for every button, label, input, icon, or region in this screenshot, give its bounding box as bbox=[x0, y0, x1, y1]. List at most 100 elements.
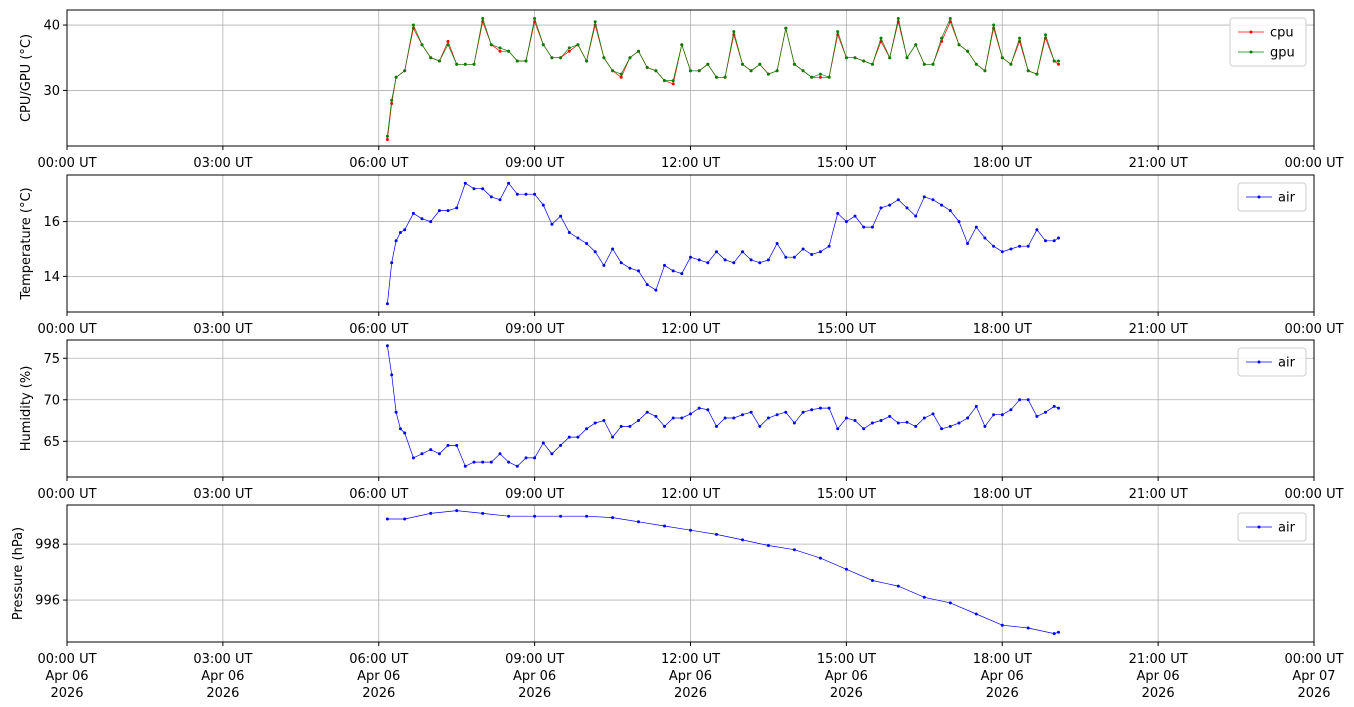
x-tick-label: 12:00 UT bbox=[661, 487, 720, 502]
x-tick-year: 2026 bbox=[986, 686, 1019, 701]
x-tick-date: Apr 06 bbox=[1137, 669, 1180, 684]
data-point-gpu bbox=[619, 72, 623, 76]
x-tick-label: 18:00 UT bbox=[973, 322, 1032, 337]
x-tick-year: 2026 bbox=[674, 686, 707, 701]
data-point-air bbox=[758, 261, 762, 265]
data-point-air bbox=[1009, 408, 1013, 412]
x-tick-label: 00:00 UT bbox=[1284, 322, 1343, 337]
x-tick-label: 06:00 UT bbox=[349, 652, 408, 667]
data-point-air bbox=[1018, 398, 1022, 402]
legend-label-air: air bbox=[1278, 356, 1296, 371]
data-point-air bbox=[862, 225, 866, 229]
x-tick-label: 15:00 UT bbox=[817, 156, 876, 171]
legend: air bbox=[1237, 512, 1307, 542]
y-tick-label: 30 bbox=[43, 84, 60, 99]
data-point-air bbox=[940, 203, 944, 207]
y-tick-label: 16 bbox=[43, 215, 60, 230]
y-axis-label: Humidity (%) bbox=[19, 366, 34, 452]
data-point-gpu bbox=[862, 59, 866, 63]
y-axis-label: CPU/GPU (°C) bbox=[19, 34, 34, 122]
data-point-gpu bbox=[680, 43, 684, 47]
x-tick-year: 2026 bbox=[518, 686, 551, 701]
data-point-air bbox=[567, 231, 571, 234]
data-point-air bbox=[628, 424, 632, 428]
data-point-air bbox=[437, 209, 441, 213]
data-point-air bbox=[1000, 413, 1004, 417]
data-point-air bbox=[680, 272, 684, 276]
data-point-air bbox=[827, 406, 831, 410]
legend-label-cpu: cpu bbox=[1270, 26, 1294, 41]
data-point-air bbox=[723, 416, 727, 420]
x-tick-label: 12:00 UT bbox=[661, 322, 720, 337]
data-point-gpu bbox=[390, 98, 394, 102]
subplot-2: 14 16 00:00 UT 03:00 UT 06:00 UT 09:00 UT 12:0… bbox=[19, 174, 1344, 337]
data-point-air bbox=[507, 181, 511, 185]
data-point-gpu bbox=[515, 59, 519, 63]
data-point-air bbox=[403, 431, 407, 435]
x-tick-label: 12:00 UT bbox=[661, 652, 720, 667]
data-point-air bbox=[390, 261, 394, 265]
data-point-air bbox=[689, 255, 692, 259]
data-point-air bbox=[810, 408, 814, 412]
data-point-air bbox=[1000, 623, 1004, 627]
data-point-cpu bbox=[671, 82, 675, 86]
data-point-air bbox=[810, 253, 814, 256]
data-point-air bbox=[922, 416, 926, 420]
data-point-gpu bbox=[905, 56, 909, 60]
data-point-air bbox=[602, 263, 606, 267]
data-point-air bbox=[567, 435, 571, 439]
x-tick-year: 2026 bbox=[1297, 686, 1330, 701]
data-point-air bbox=[455, 206, 459, 210]
data-point-gpu bbox=[671, 79, 675, 83]
data-point-gpu bbox=[870, 62, 874, 66]
data-point-air bbox=[749, 258, 753, 262]
data-point-air bbox=[394, 410, 398, 414]
x-tick-year: 2026 bbox=[50, 686, 83, 701]
x-tick-date: Apr 06 bbox=[669, 669, 712, 684]
legend-label-gpu: gpu bbox=[1270, 46, 1295, 61]
series-line-air bbox=[387, 510, 1059, 634]
data-point-air bbox=[905, 420, 909, 424]
data-point-air bbox=[671, 416, 675, 420]
data-point-air bbox=[870, 225, 874, 229]
data-point-gpu bbox=[437, 59, 441, 63]
data-point-air bbox=[896, 584, 900, 588]
data-point-air bbox=[645, 283, 649, 287]
data-point-gpu bbox=[585, 59, 589, 63]
data-point-air bbox=[394, 239, 398, 243]
y-tick-label: 996 bbox=[35, 594, 60, 609]
data-point-gpu bbox=[1057, 59, 1060, 63]
y-tick-label: 75 bbox=[43, 352, 60, 367]
data-point-gpu bbox=[715, 75, 718, 79]
data-point-gpu bbox=[844, 56, 848, 60]
x-tick-date: Apr 06 bbox=[357, 669, 400, 684]
data-point-air bbox=[1044, 239, 1047, 243]
data-point-air bbox=[489, 460, 493, 464]
x-tick-label: 00:00 UT bbox=[37, 156, 96, 171]
data-point-gpu bbox=[463, 62, 467, 66]
data-point-gpu bbox=[1044, 33, 1047, 37]
data-point-air bbox=[1057, 630, 1060, 634]
data-point-air bbox=[420, 217, 424, 221]
data-point-gpu bbox=[628, 56, 632, 60]
data-point-air bbox=[611, 435, 615, 439]
x-tick-label: 03:00 UT bbox=[193, 156, 252, 171]
data-point-gpu bbox=[914, 43, 918, 47]
data-point-air bbox=[766, 258, 770, 262]
x-tick-label: 09:00 UT bbox=[505, 322, 564, 337]
data-point-gpu bbox=[541, 43, 545, 47]
data-point-air bbox=[732, 416, 736, 420]
data-point-air bbox=[905, 206, 909, 210]
y-tick-label: 70 bbox=[43, 393, 60, 408]
data-point-air bbox=[715, 532, 718, 536]
data-point-air bbox=[463, 464, 467, 468]
data-point-gpu bbox=[1052, 59, 1056, 63]
y-axis-label: Temperature (°C) bbox=[19, 187, 34, 300]
data-point-air bbox=[922, 595, 926, 599]
legend-box bbox=[1229, 17, 1307, 67]
data-point-air bbox=[481, 511, 485, 515]
data-point-air bbox=[732, 261, 736, 265]
data-point-air bbox=[1018, 244, 1022, 248]
data-point-air bbox=[403, 517, 407, 521]
